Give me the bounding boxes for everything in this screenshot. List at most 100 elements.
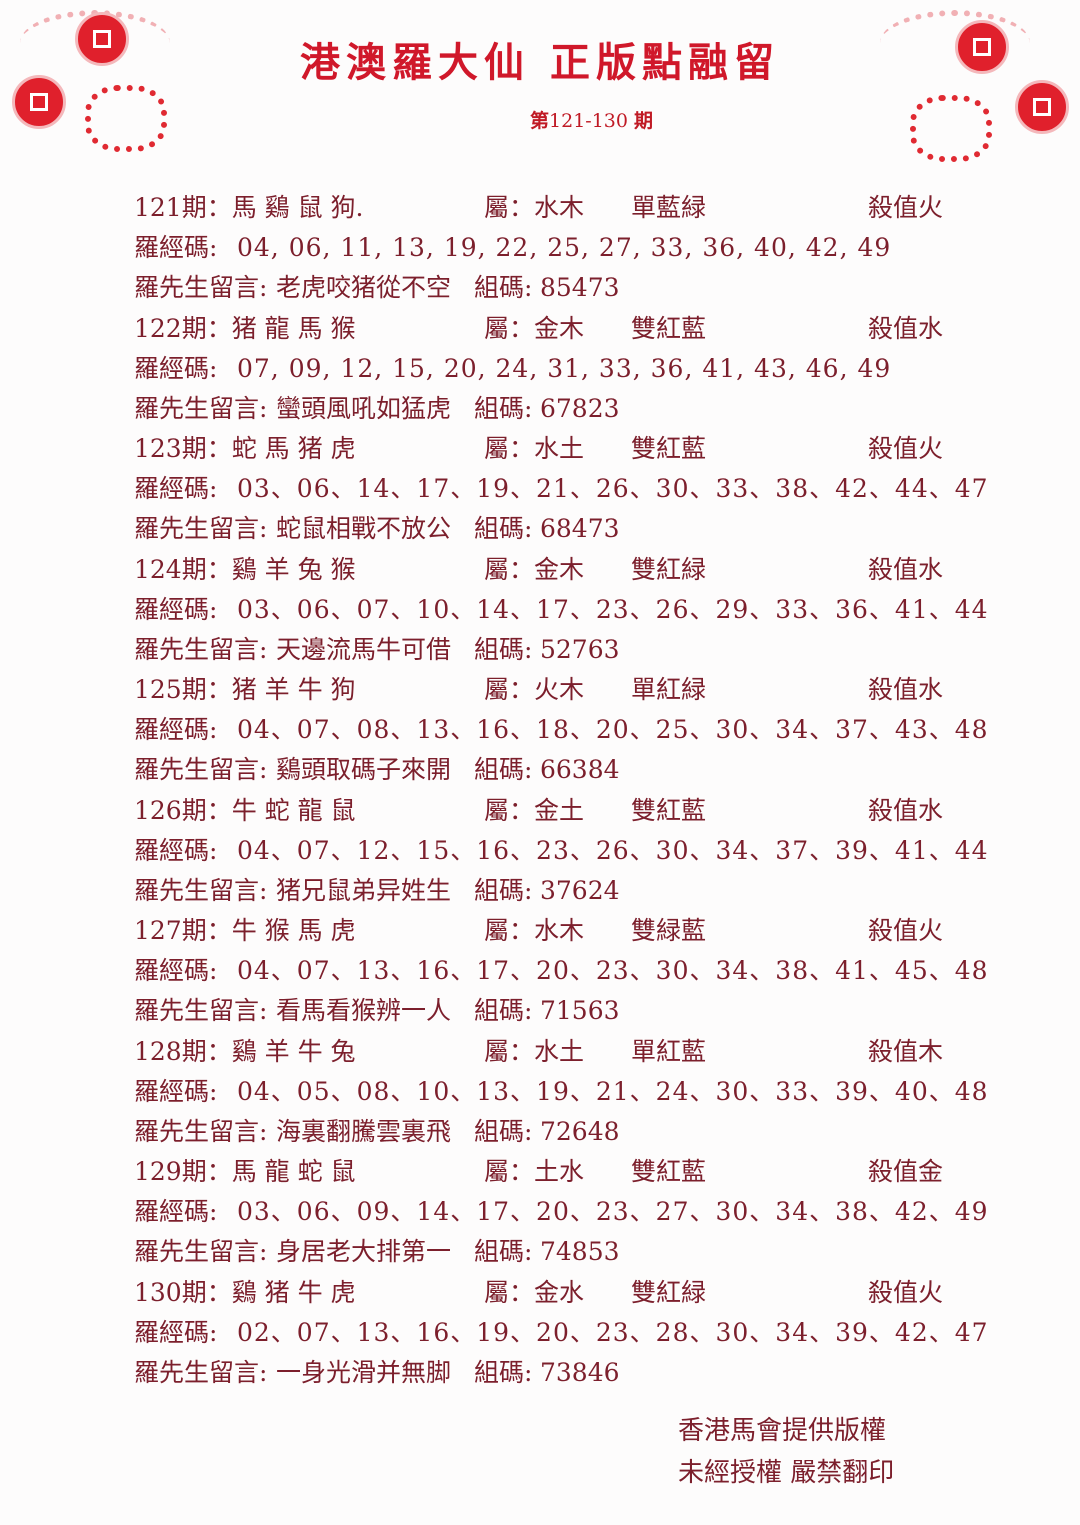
message-text: 看馬看猴辨一人 [276,996,452,1025]
color-wave: 單紅緑 [631,675,707,704]
code-label: 羅經碼: [134,594,218,624]
code-numbers: 04、07、08、13、16、18、20、25、30、34、37、43、48 [237,715,989,744]
issue-range: 第121-130 期 [530,106,653,133]
entry: 123期：蛇 馬 猪 虎 屬：水土 雙紅藍 殺值火 羅經碼: 03、06、14、… [134,429,988,550]
code-line: 羅經碼: 04, 06, 11, 13, 19, 22, 25, 27, 33,… [134,228,974,268]
code-line: 羅經碼: 03、06、09、14、17、20、23、27、30、34、38、42… [134,1192,988,1232]
attribute: 屬：水土 [484,429,584,469]
color-wave: 單藍緑 [631,193,707,222]
code-label: 羅經碼: [134,956,218,985]
attribute: 屬：水木 [484,911,584,951]
group-code: 37624 [540,875,620,905]
group-label: 組碼: [474,875,533,905]
kill-value: 殺值金 [868,1157,944,1186]
attr-value: 金水 [534,1277,585,1307]
period-label: 127期： [134,916,232,945]
entries-list: 121期：馬 鷄 鼠 狗. 屬：水木 單藍緑 殺值火 羅經碼: 04, 06, … [134,188,988,1393]
message-text: 蛇鼠相戰不放公 [276,514,452,543]
group-code: 72648 [540,1116,620,1146]
message-text: 一身光滑并無脚 [276,1357,452,1387]
group-code: 85473 [540,273,620,302]
attr-label: 屬： [484,916,535,945]
kill-value: 殺值水 [868,795,944,825]
attr-value: 水木 [534,193,585,222]
period: 125期：猪 羊 牛 狗 [134,670,356,710]
coin-ornament-icon [12,75,66,129]
zodiac: 蛇 馬 猪 虎 [231,434,356,463]
code-label: 羅經碼: [134,233,218,262]
code-label: 羅經碼: [134,715,218,744]
color-wave: 單紅藍 [631,1036,707,1066]
attr-value: 金木 [534,554,585,584]
zodiac: 馬 龍 蛇 鼠 [231,1157,356,1186]
period-label: 121期： [134,193,232,222]
period: 128期：鷄 羊 牛 兔 [134,1032,356,1072]
code-numbers: 03、06、09、14、17、20、23、27、30、34、38、42、49 [237,1197,989,1226]
code-line: 羅經碼: 07, 09, 12, 15, 20, 24, 31, 33, 36,… [134,349,974,389]
code-line: 羅經碼: 03、06、14、17、19、21、26、30、33、38、42、44… [134,469,988,509]
coin-ornament-icon [75,12,129,66]
attribute: 屬：土水 [484,1152,584,1192]
message-label: 羅先生留言: [134,875,268,905]
period-label: 129期： [134,1157,232,1186]
code-line: 羅經碼: 04、07、13、16、17、20、23、30、34、38、41、45… [134,951,988,991]
message-text: 海裏翻騰雲裏飛 [276,1116,452,1146]
attr-value: 水土 [534,1036,585,1066]
entry: 125期：猪 羊 牛 狗 屬：火木 單紅緑 殺值水 羅經碼: 04、07、08、… [134,670,988,791]
attr-value: 水木 [534,916,585,945]
period: 130期：鷄 猪 牛 虎 [134,1273,356,1313]
message-text: 老虎咬猪從不空 [276,273,452,302]
attr-value: 火木 [534,675,585,704]
message-label: 羅先生留言: [134,1237,268,1266]
message-line: 羅先生留言: 身居老大排第一 組碼: 74853 [134,1232,974,1272]
group-label: 組碼: [474,1237,533,1266]
coins-decoration-icon [85,85,167,152]
entry-header: 125期：猪 羊 牛 狗 屬：火木 單紅緑 殺值水 [134,670,974,710]
code-numbers: 04、05、08、10、13、19、21、24、30、33、39、40、48 [237,1076,989,1106]
entry-header: 129期：馬 龍 蛇 鼠 屬：土水 雙紅藍 殺值金 [134,1152,974,1192]
page-title: 港澳羅大仙 正版點融留 [300,39,780,86]
entry: 127期：牛 猴 馬 虎 屬：水木 雙緑藍 殺值火 羅經碼: 04、07、13、… [134,911,988,1032]
code-numbers: 02、07、13、16、19、20、23、28、30、34、39、42、47 [237,1317,989,1347]
group-code: 73846 [540,1357,620,1387]
code-numbers: 03、06、14、17、19、21、26、30、33、38、42、44、47 [237,474,989,503]
attr-label: 屬： [484,1036,535,1066]
attribute: 屬：金水 [484,1273,584,1313]
kill-value: 殺值火 [868,193,944,222]
issue-range-value: 121-130 [549,110,628,132]
color-wave: 雙緑藍 [631,916,707,945]
reprint-warning: 未經授權 嚴禁翻印 [678,1458,895,1488]
code-line: 羅經碼: 03、06、07、10、14、17、23、26、29、33、36、41… [134,590,988,630]
message-label: 羅先生留言: [134,996,268,1025]
group-code: 71563 [540,996,620,1025]
code-line: 羅經碼: 02、07、13、16、19、20、23、28、30、34、39、42… [134,1313,988,1353]
period: 124期：鷄 羊 兔 猴 [134,550,356,590]
entry: 128期：鷄 羊 牛 兔 屬：水土 單紅藍 殺值木 羅經碼: 04、05、08、… [134,1032,988,1153]
message-line: 羅先生留言: 一身光滑并無脚 組碼: 73846 [134,1353,974,1393]
entry-header: 126期：牛 蛇 龍 鼠 屬：金土 雙紅藍 殺值水 [134,791,974,831]
entry-header: 127期：牛 猴 馬 虎 屬：水木 雙緑藍 殺值火 [134,911,974,951]
period: 121期：馬 鷄 鼠 狗. [134,188,364,228]
entry: 129期：馬 龍 蛇 鼠 屬：土水 雙紅藍 殺值金 羅經碼: 03、06、09、… [134,1152,988,1273]
message-line: 羅先生留言: 老虎咬猪從不空 組碼: 85473 [134,268,974,308]
kill-value: 殺值木 [868,1036,944,1066]
message-line: 羅先生留言: 海裏翻騰雲裏飛 組碼: 72648 [134,1112,974,1152]
issue-suffix: 期 [634,110,654,132]
attr-value: 土水 [534,1157,585,1186]
message-line: 羅先生留言: 蠻頭風吼如猛虎 組碼: 67823 [134,389,974,429]
color-wave: 雙紅緑 [631,1277,707,1307]
coin-ornament-icon [955,20,1009,74]
color-wave: 雙紅藍 [631,795,707,825]
coins-decoration-icon [910,95,992,162]
code-numbers: 07, 09, 12, 15, 20, 24, 31, 33, 36, 41, … [237,353,892,383]
period-label: 122期： [134,313,232,343]
issue-prefix: 第 [530,110,550,132]
ribbon-decoration [880,10,1030,76]
code-numbers: 03、06、07、10、14、17、23、26、29、33、36、41、44 [237,594,989,624]
period-label: 125期： [134,675,232,704]
footer: 香港馬會提供版權 未經授權 嚴禁翻印 [678,1410,894,1494]
kill-value: 殺值水 [868,313,944,343]
zodiac: 猪 羊 牛 狗 [231,675,356,704]
attribute: 屬：金木 [484,309,584,349]
code-numbers: 04、07、13、16、17、20、23、30、34、38、41、45、48 [237,956,989,985]
